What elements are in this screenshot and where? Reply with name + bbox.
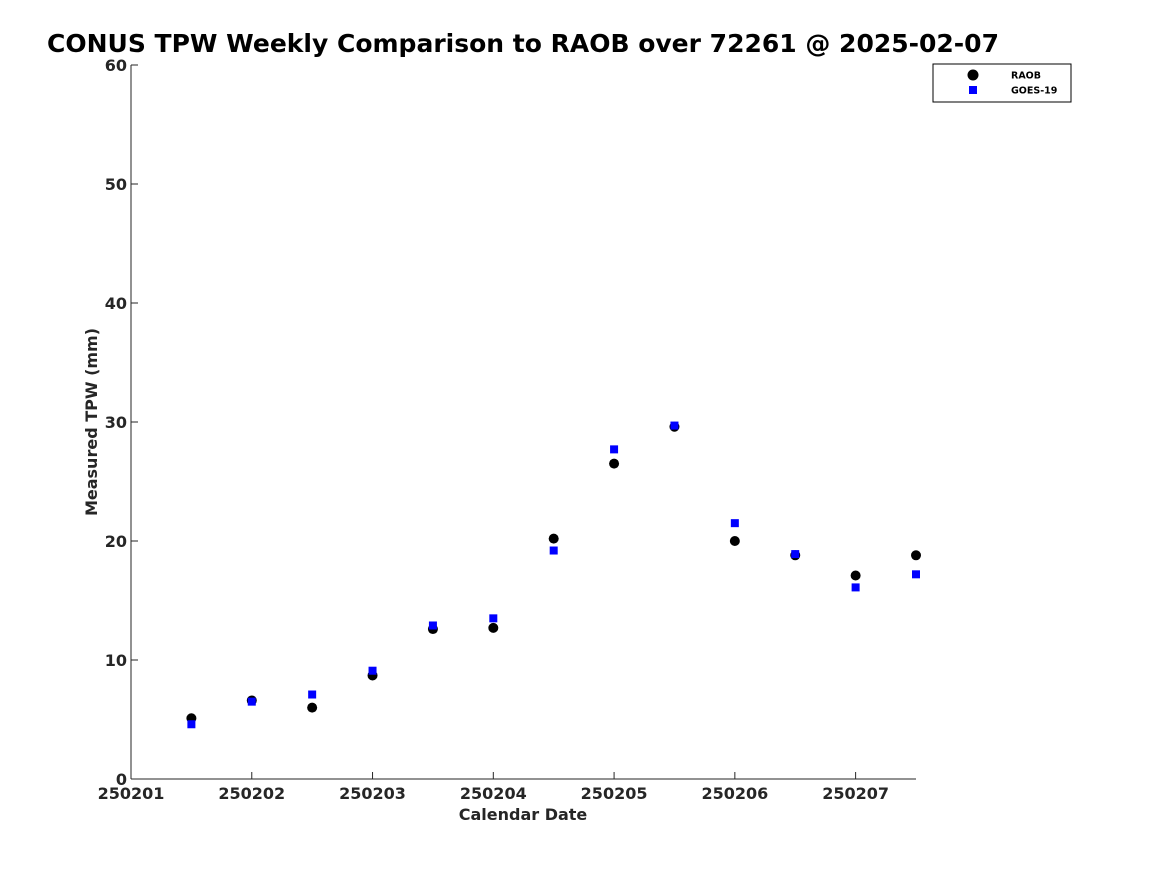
y-tick-label: 10 xyxy=(105,651,127,670)
x-tick-label: 250207 xyxy=(822,784,889,803)
x-tick-label: 250206 xyxy=(701,784,768,803)
y-ticks: 0 10 20 30 40 50 60 xyxy=(105,56,138,789)
y-tick-label: 30 xyxy=(105,413,127,432)
y-tick-label: 0 xyxy=(116,770,127,789)
x-tick-label: 250204 xyxy=(460,784,527,803)
x-ticks: 250201 250202 250203 250204 250205 250206 2502… xyxy=(98,772,889,803)
point-raob xyxy=(729,536,740,546)
point-goes19 xyxy=(368,666,377,675)
x-tick-label: 250201 xyxy=(98,784,165,803)
legend-label-goes19: GOES-19 xyxy=(1011,86,1057,97)
data-marks xyxy=(186,421,921,729)
point-raob xyxy=(911,550,921,561)
point-raob xyxy=(609,458,620,469)
point-goes19 xyxy=(549,546,558,555)
x-tick-label: 250202 xyxy=(218,784,285,803)
point-goes19 xyxy=(308,690,317,699)
chart-title: CONUS TPW Weekly Comparison to RAOB over… xyxy=(47,29,999,58)
legend-marker-raob xyxy=(967,69,979,81)
legend-label-raob: RAOB xyxy=(1011,71,1041,82)
x-axis-label: Calendar Date xyxy=(459,805,588,824)
point-goes19 xyxy=(610,445,619,454)
point-raob xyxy=(488,622,499,633)
y-tick-label: 20 xyxy=(105,532,127,551)
point-goes19 xyxy=(247,697,256,706)
legend-box xyxy=(932,63,1072,103)
point-goes19 xyxy=(791,550,800,559)
y-tick-label: 60 xyxy=(105,56,127,75)
axes xyxy=(130,65,916,780)
point-goes19 xyxy=(187,720,196,729)
point-goes19 xyxy=(912,570,920,579)
legend-marker-goes19 xyxy=(969,86,977,94)
point-goes19 xyxy=(428,621,437,630)
x-tick-label: 250203 xyxy=(339,784,406,803)
y-axis-label: Measured TPW (mm) xyxy=(82,328,101,516)
point-raob xyxy=(548,533,559,544)
point-goes19 xyxy=(730,519,739,528)
point-goes19 xyxy=(851,583,860,592)
y-tick-label: 40 xyxy=(105,294,127,313)
point-goes19 xyxy=(670,421,679,430)
point-raob xyxy=(307,702,318,713)
point-raob xyxy=(850,570,861,581)
point-goes19 xyxy=(489,614,498,623)
y-tick-label: 50 xyxy=(105,175,127,194)
x-tick-label: 250205 xyxy=(581,784,648,803)
legend: RAOB GOES-19 xyxy=(932,63,1072,103)
